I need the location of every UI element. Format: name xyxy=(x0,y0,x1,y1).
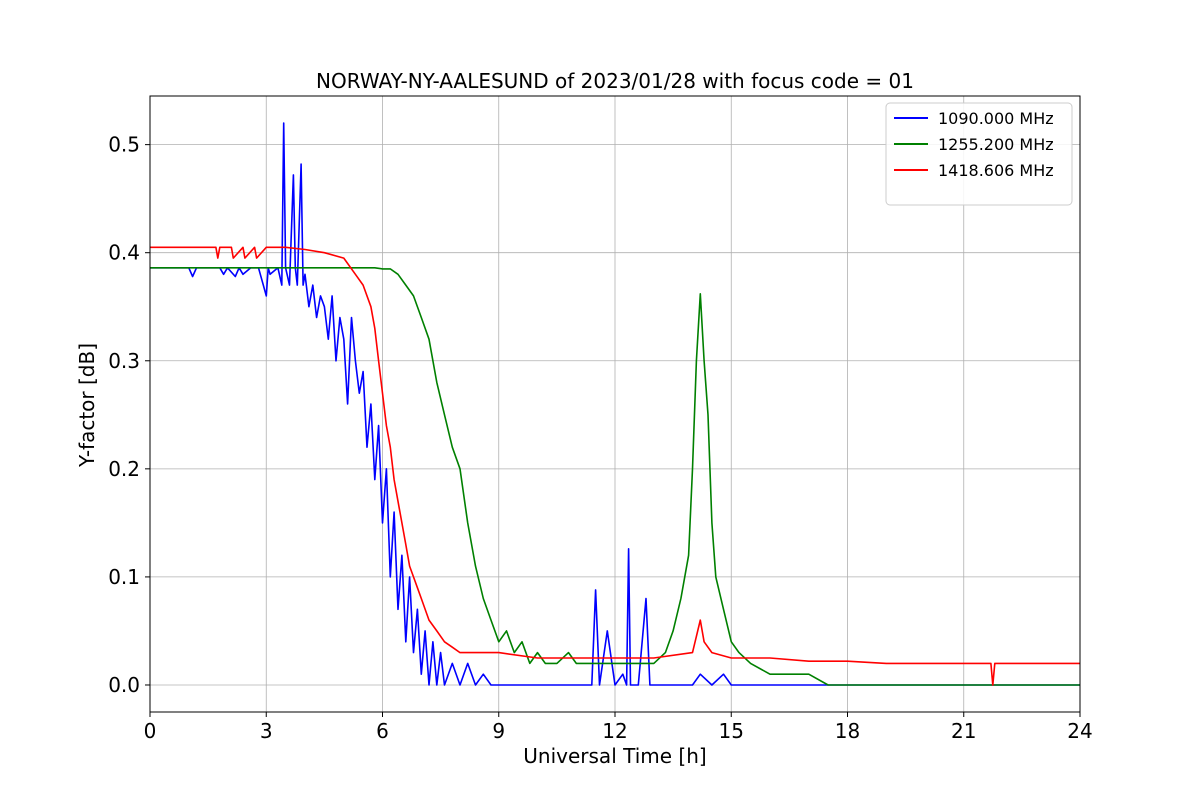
chart-title: NORWAY-NY-AALESUND of 2023/01/28 with fo… xyxy=(316,69,914,93)
y-tick-label: 0.2 xyxy=(108,457,140,481)
x-tick-label: 9 xyxy=(492,719,505,743)
y-axis-label: Y-factor [dB] xyxy=(75,343,99,468)
x-tick-label: 6 xyxy=(376,719,389,743)
x-tick-label: 3 xyxy=(260,719,273,743)
legend: 1090.000 MHz 1255.200 MHz 1418.606 MHz xyxy=(885,102,1073,206)
x-tick-label: 15 xyxy=(719,719,744,743)
y-tick-label: 0.0 xyxy=(108,673,140,697)
series-lines xyxy=(150,122,1080,686)
legend-label: 1090.000 MHz xyxy=(938,109,1054,128)
x-tick-label: 18 xyxy=(835,719,860,743)
y-axis-ticks: 0.0 0.1 0.2 0.3 0.4 0.5 xyxy=(108,133,150,697)
series-line xyxy=(150,266,1080,686)
legend-box xyxy=(885,102,1073,206)
x-tick-label: 21 xyxy=(951,719,976,743)
y-tick-label: 0.5 xyxy=(108,133,140,157)
y-tick-label: 0.3 xyxy=(108,349,140,373)
legend-label: 1255.200 MHz xyxy=(938,135,1054,154)
x-axis-label: Universal Time [h] xyxy=(523,744,706,768)
legend-label: 1418.606 MHz xyxy=(938,161,1054,180)
x-tick-label: 12 xyxy=(602,719,627,743)
y-tick-label: 0.1 xyxy=(108,565,140,589)
x-tick-label: 24 xyxy=(1067,719,1092,743)
series-line xyxy=(150,246,1080,686)
series-line xyxy=(150,122,1080,686)
y-tick-label: 0.4 xyxy=(108,241,140,265)
x-axis-ticks: 0 3 6 9 12 15 18 21 24 xyxy=(144,712,1093,743)
x-tick-label: 0 xyxy=(144,719,157,743)
